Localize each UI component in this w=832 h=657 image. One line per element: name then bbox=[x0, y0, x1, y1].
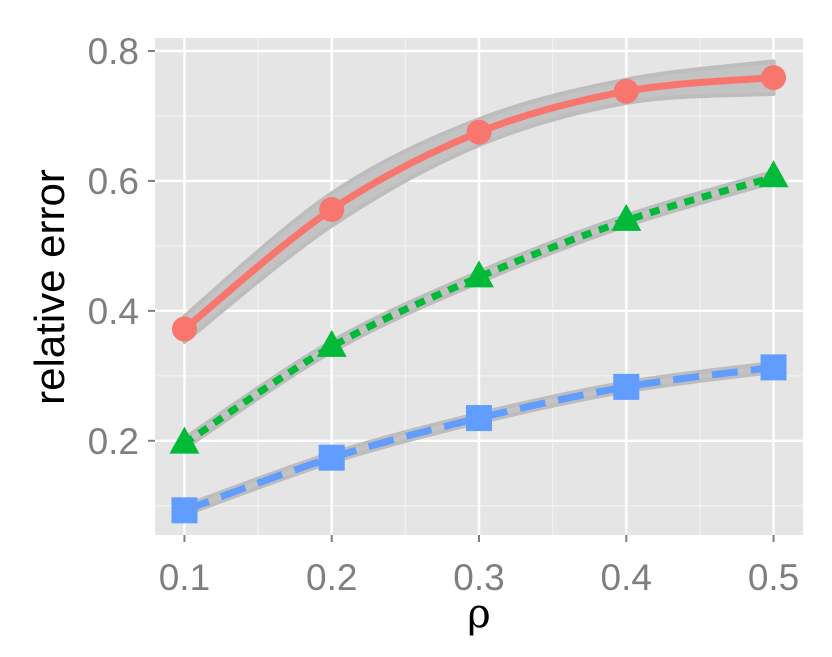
series-2-marker bbox=[464, 260, 494, 288]
y-tick-label: 0.2 bbox=[88, 421, 139, 462]
series-1-marker bbox=[761, 65, 787, 91]
series-1-marker bbox=[466, 119, 492, 145]
y-tick-label: 0.4 bbox=[88, 291, 139, 332]
x-tick-label: 0.4 bbox=[601, 557, 652, 598]
x-axis-title: ρ bbox=[467, 591, 491, 637]
series-1-marker bbox=[171, 316, 197, 342]
y-axis-title: relative error bbox=[26, 169, 73, 405]
series-2-marker bbox=[316, 329, 347, 357]
series-2-line bbox=[182, 173, 775, 447]
x-tick-label: 0.3 bbox=[453, 557, 504, 598]
x-tick-label: 0.2 bbox=[306, 557, 357, 598]
series-2-marker bbox=[758, 160, 789, 188]
series-1-marker bbox=[613, 78, 639, 104]
y-tick-label: 0.6 bbox=[88, 161, 139, 202]
series-3-marker bbox=[171, 497, 198, 524]
series-2-marker bbox=[611, 203, 642, 231]
series-1-ribbon bbox=[182, 59, 776, 345]
x-tick-label: 0.5 bbox=[748, 557, 799, 598]
series-3-marker bbox=[318, 444, 345, 471]
series-3-marker bbox=[760, 354, 787, 381]
series-3-line bbox=[183, 363, 775, 514]
series-1-marker bbox=[319, 197, 345, 223]
series-3-marker bbox=[613, 373, 640, 400]
series-3-marker bbox=[466, 405, 492, 432]
x-tick-label: 0.1 bbox=[159, 557, 210, 598]
series-2-marker bbox=[169, 426, 200, 454]
axes: 0.1 0.2 0.3 0.4 0.5 0.2 0.4 0.6 0.8 bbox=[88, 31, 800, 598]
y-tick-label: 0.8 bbox=[88, 31, 139, 72]
series-markers bbox=[169, 65, 789, 524]
